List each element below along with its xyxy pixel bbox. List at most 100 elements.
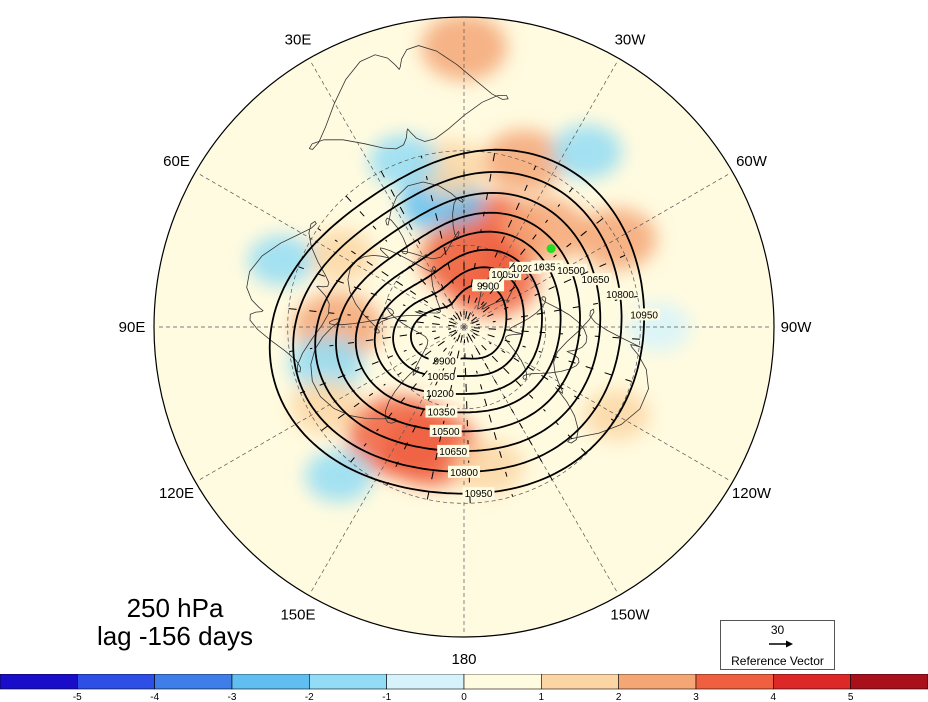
wind-vector (592, 407, 597, 410)
wind-vector (534, 293, 539, 296)
map-border (153, 16, 775, 638)
wind-vector (366, 261, 373, 266)
contour-label: 10650 (439, 447, 467, 458)
wind-vector (537, 454, 543, 462)
contour-label: 10950 (465, 489, 493, 500)
wind-vector (395, 461, 399, 468)
wind-vector (370, 292, 377, 296)
colorbar-swatch (541, 674, 619, 690)
wind-vector (500, 236, 505, 244)
wind-vector (499, 451, 502, 458)
wind-vector (397, 252, 401, 257)
green-location-marker (546, 244, 556, 254)
contour-label-bg (628, 308, 661, 321)
colorbar-swatch (850, 674, 928, 690)
wind-vector (505, 471, 508, 477)
wind-vector (309, 310, 317, 312)
wind-vector (568, 187, 573, 193)
wind-vector (473, 263, 476, 270)
anomaly-patch (248, 235, 314, 286)
wind-vector (467, 312, 471, 320)
wind-vector (351, 250, 356, 255)
wind-vector (563, 278, 572, 283)
wind-vector (633, 295, 638, 298)
wind-vector (455, 295, 458, 299)
wind-vector (585, 366, 594, 370)
contour-label-bg (423, 387, 456, 400)
longitude-label: 150W (610, 607, 650, 624)
meridian-line (463, 173, 729, 328)
colorbar-swatch (386, 674, 465, 690)
wind-vector (423, 299, 429, 304)
wind-vector (420, 278, 427, 285)
coastline (246, 220, 330, 373)
wind-vector (520, 315, 528, 318)
wind-vector (610, 418, 614, 421)
lag-title: lag -156 days (96, 621, 254, 651)
colorbar-swatch (154, 674, 233, 690)
wind-vector (522, 345, 526, 348)
wind-vector (420, 155, 423, 159)
wind-vector (524, 276, 529, 281)
wind-vector (625, 379, 632, 382)
anomaly-patch (503, 197, 588, 263)
wind-vector (434, 336, 440, 340)
contour-label-bg (428, 354, 461, 367)
wind-vector (416, 239, 421, 245)
wind-vector (382, 336, 391, 339)
wind-vector (298, 266, 304, 270)
wind-vector (472, 314, 475, 317)
wind-vector (465, 311, 468, 319)
contour-label: 10200 (511, 264, 539, 275)
contour-label: 9900 (477, 281, 500, 292)
wind-vector (412, 424, 417, 433)
wind-vector (368, 392, 374, 397)
wind-vector (336, 280, 344, 284)
wind-vector (442, 420, 445, 425)
wind-vector (452, 314, 458, 320)
wind-vector (419, 343, 423, 346)
wind-vector (520, 248, 526, 255)
wind-vector (557, 204, 561, 207)
wind-vector (632, 338, 640, 340)
wind-vector (380, 171, 385, 178)
wind-vector (450, 331, 458, 337)
wind-vector (518, 422, 524, 429)
wind-vector (443, 347, 447, 352)
wind-vector (481, 344, 487, 351)
wind-vector (421, 370, 428, 378)
wind-vector (493, 379, 497, 384)
wind-vector (487, 334, 495, 338)
wind-vector (317, 273, 325, 277)
longitude-label: 0 (460, 0, 468, 4)
wind-vector (489, 173, 492, 182)
wind-vector (553, 254, 557, 258)
wind-vector (443, 247, 447, 255)
wind-vector (399, 206, 405, 215)
wind-vector (473, 332, 478, 336)
contour-label: 10500 (432, 427, 460, 438)
wind-vector (372, 225, 377, 230)
wind-vector (506, 318, 512, 320)
wind-vector (399, 397, 406, 404)
wind-vector (521, 300, 524, 302)
colorbar-swatch (773, 674, 851, 690)
wind-vector (418, 310, 424, 313)
wind-vector (593, 302, 598, 305)
wind-vector (435, 381, 438, 386)
wind-vector (536, 312, 545, 315)
longitude-label: 90W (781, 319, 813, 336)
wind-vector (543, 408, 546, 412)
anomaly-patch (551, 124, 622, 179)
wind-vector (337, 413, 345, 419)
wind-vectors (288, 150, 640, 504)
colorbar-tick-label: 5 (848, 692, 854, 702)
wind-vector (347, 342, 355, 344)
wind-vector (476, 370, 478, 374)
contour-line (354, 230, 562, 414)
colorbar-tick-label: -4 (150, 692, 159, 702)
wind-vector (488, 414, 492, 423)
wind-vector (504, 329, 513, 331)
longitude-label: 30W (615, 32, 647, 49)
wind-vector (431, 471, 434, 480)
